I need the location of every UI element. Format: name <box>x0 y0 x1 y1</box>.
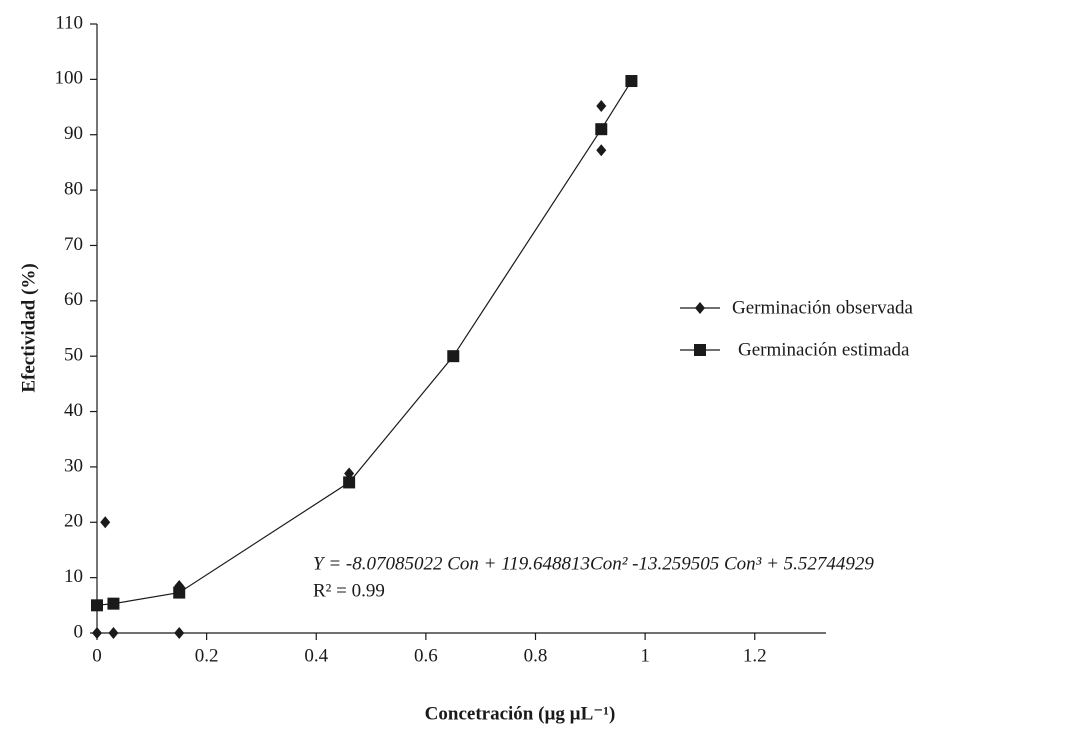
y-axis-label: Efectividad (%) <box>18 263 39 392</box>
y-tick-label: 90 <box>64 123 83 144</box>
equation: Y = -8.07085022 Con + 119.648813Con² -13… <box>313 553 874 574</box>
y-tick-label: 100 <box>55 68 84 89</box>
x-tick-label: 0.8 <box>524 645 548 666</box>
legend-label: Germinación observada <box>732 297 914 318</box>
square-marker <box>173 586 186 599</box>
y-tick-label: 0 <box>74 621 84 642</box>
square-marker <box>107 597 120 610</box>
square-marker <box>447 350 460 363</box>
y-tick-label: 30 <box>64 455 83 476</box>
x-tick-label: 0.4 <box>304 645 328 666</box>
x-tick-label: 1 <box>640 645 650 666</box>
x-tick-label: 0.2 <box>195 645 219 666</box>
x-tick-label: 0.6 <box>414 645 438 666</box>
y-tick-label: 20 <box>64 511 83 532</box>
diamond-marker <box>596 99 607 112</box>
y-tick-label: 10 <box>64 566 83 587</box>
diamond-marker <box>108 627 119 639</box>
y-tick-label: 50 <box>64 345 83 366</box>
square-marker <box>694 344 706 356</box>
y-tick-label: 110 <box>55 12 83 33</box>
y-tick-label: 40 <box>64 400 83 421</box>
y-tick-label: 80 <box>64 178 83 199</box>
square-marker <box>595 123 608 136</box>
square-marker <box>343 476 356 489</box>
diamond-marker <box>596 144 607 157</box>
square-marker <box>625 75 638 88</box>
square-marker <box>91 599 103 612</box>
y-tick-label: 70 <box>64 234 83 255</box>
diamond-marker <box>100 516 111 529</box>
x-tick-label: 0 <box>92 645 102 666</box>
r-squared: R² = 0.99 <box>313 580 385 601</box>
diamond-marker <box>92 627 102 639</box>
x-tick-label: 1.2 <box>743 645 767 666</box>
series-line <box>96 80 632 606</box>
diamond-marker <box>174 627 185 639</box>
y-tick-label: 60 <box>64 289 83 310</box>
legend-label: Germinación estimada <box>738 339 910 360</box>
x-axis-label: Concetración (µg µL⁻¹) <box>425 703 616 724</box>
diamond-marker <box>695 302 705 314</box>
